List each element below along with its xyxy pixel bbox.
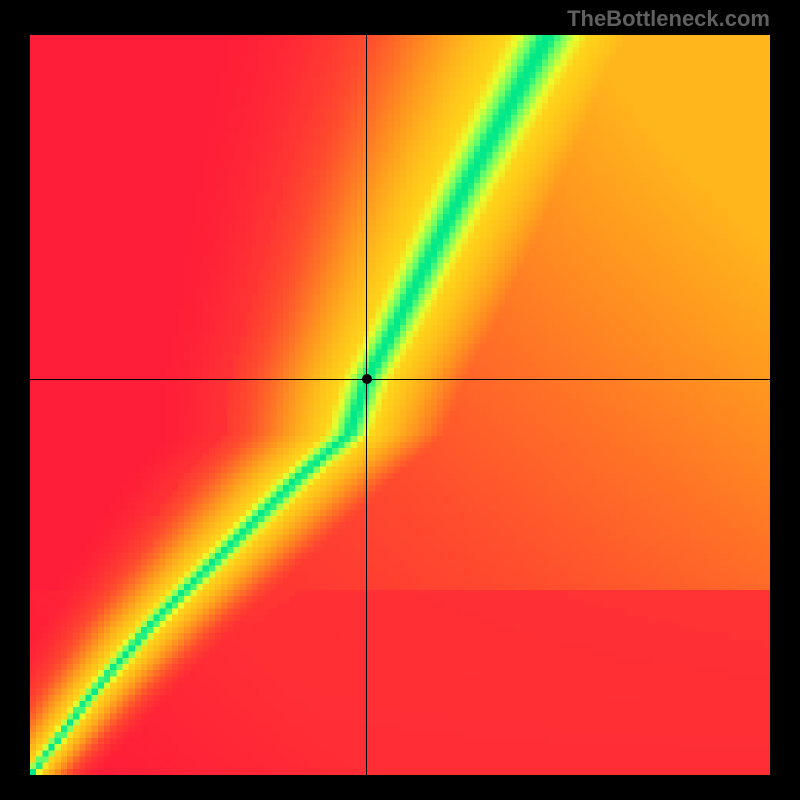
- chart-container: TheBottleneck.com: [0, 0, 800, 800]
- crosshair-horizontal: [30, 379, 770, 380]
- crosshair-vertical: [366, 35, 367, 775]
- marker-point: [362, 374, 372, 384]
- bottleneck-heatmap: [30, 35, 770, 775]
- watermark-text: TheBottleneck.com: [567, 6, 770, 32]
